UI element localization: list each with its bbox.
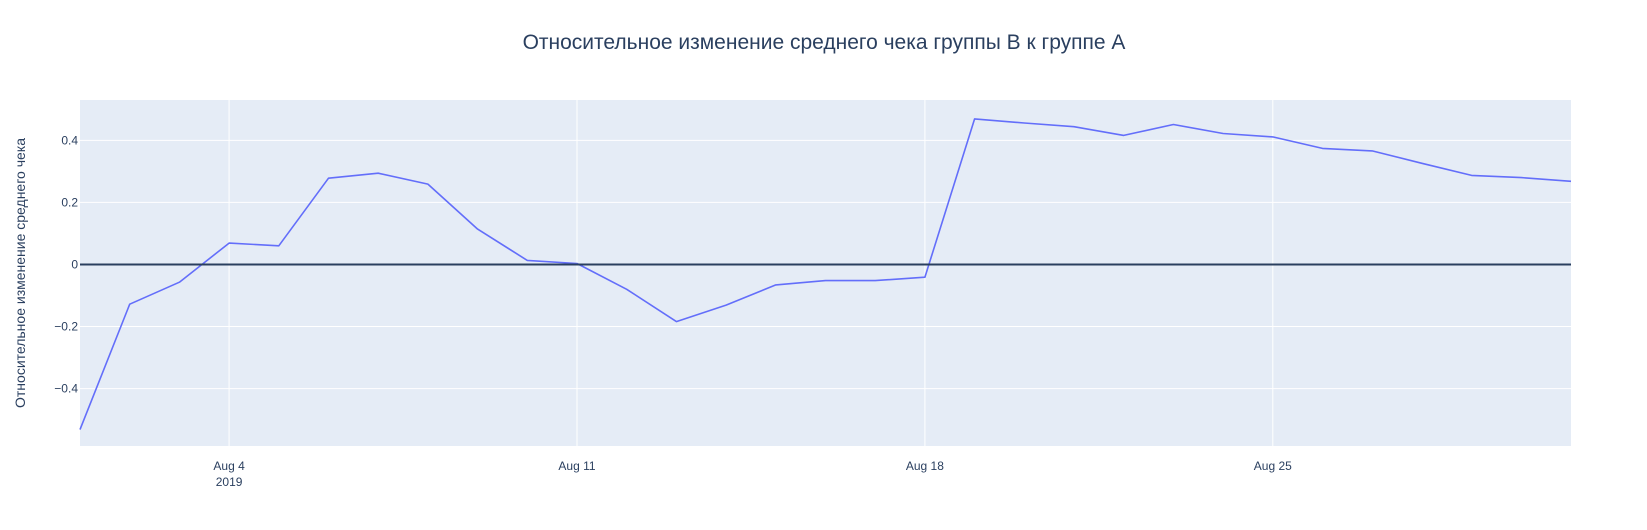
plot-background [80, 100, 1571, 446]
y-tick-label: −0.2 [54, 320, 78, 334]
x-tick-label: Aug 18 [906, 459, 944, 473]
y-axis-label: Относительное изменение среднего чека [12, 138, 28, 408]
x-tick-label: Aug 11 [558, 459, 595, 473]
y-tick-label: −0.4 [54, 382, 78, 396]
y-tick-label: 0.2 [61, 195, 78, 209]
chart-title: Относительное изменение среднего чека гр… [523, 31, 1126, 54]
x-tick-sublabel: 2019 [216, 475, 243, 489]
data-line-series-0 [79, 118, 1572, 430]
y-tick-label: 0.4 [61, 133, 78, 147]
y-tick-label: 0 [71, 257, 78, 271]
x-tick-label: Aug 25 [1254, 459, 1292, 473]
x-tick-label: Aug 4 [213, 459, 245, 473]
